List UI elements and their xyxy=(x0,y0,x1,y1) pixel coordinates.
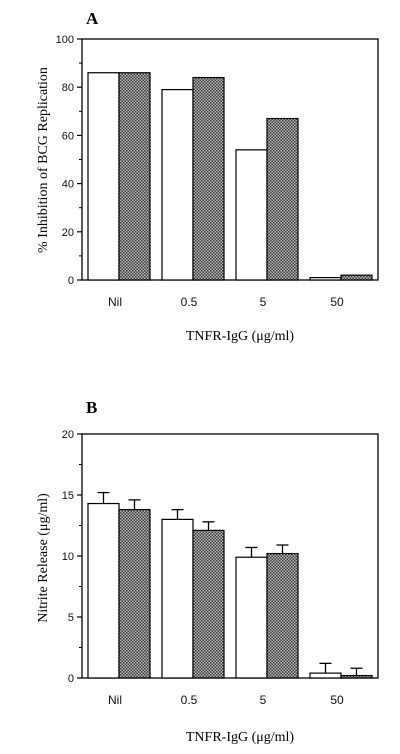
bar-a-series2 xyxy=(192,76,225,281)
x-tick-label-b: 50 xyxy=(330,693,344,707)
chart-panel-a: A % Inhibition of BCG Replication TNFR-I… xyxy=(36,9,379,344)
y-tick-label-a: 80 xyxy=(62,82,74,94)
bar-a-series2 xyxy=(118,72,151,281)
y-tick-label-b: 10 xyxy=(62,551,74,563)
bar-b-series1 xyxy=(87,502,120,679)
x-tick-label-a: 5 xyxy=(260,295,267,309)
chart-b-svg: B Nitrite Release (μg/ml) TNFR-IgG (μg/m… xyxy=(36,398,379,745)
chart-panel-b: B Nitrite Release (μg/ml) TNFR-IgG (μg/m… xyxy=(0,377,400,754)
x-tick-label-b: 5 xyxy=(260,693,267,707)
bar-b-series1 xyxy=(235,556,268,679)
bar-a-series1 xyxy=(161,89,194,281)
bar-b-series2 xyxy=(192,529,225,679)
bar-b-series1 xyxy=(309,672,342,679)
x-tick-label-b: 0.5 xyxy=(181,693,198,707)
bar-b-series2 xyxy=(340,674,373,679)
y-tick-label-a: 40 xyxy=(62,179,74,191)
x-tick-label-a: 0.5 xyxy=(181,295,198,309)
bar-b-series2 xyxy=(118,509,151,679)
y-tick-label-a: 100 xyxy=(56,34,74,46)
y-axis-label-a: % Inhibition of BCG Replication xyxy=(36,67,51,253)
chart-a-svg: A % Inhibition of BCG Replication TNFR-I… xyxy=(36,9,379,344)
y-tick-label-b: 20 xyxy=(62,429,74,441)
y-tick-label-a: 20 xyxy=(62,227,74,239)
x-tick-label-b: Nil xyxy=(108,693,122,707)
bar-a-series2 xyxy=(340,274,373,281)
x-axis-label-a: TNFR-IgG (μg/ml) xyxy=(186,329,295,344)
x-tick-label-a: Nil xyxy=(108,295,122,309)
bar-a-series2 xyxy=(266,117,299,281)
y-tick-label-b: 5 xyxy=(68,612,74,624)
y-tick-label-b: 15 xyxy=(62,490,74,502)
panel-label-a: A xyxy=(86,9,99,28)
bar-a-series1 xyxy=(87,72,120,281)
y-tick-label-b: 0 xyxy=(68,673,74,685)
bar-b-series1 xyxy=(161,518,194,679)
bar-a-series1 xyxy=(309,276,342,281)
x-axis-label-b: TNFR-IgG (μg/ml) xyxy=(186,730,295,745)
y-tick-label-a: 60 xyxy=(62,130,74,142)
panel-label-b: B xyxy=(86,398,97,417)
bar-a-series1 xyxy=(235,149,268,281)
bar-b-series2 xyxy=(266,552,299,679)
y-axis-label-b: Nitrite Release (μg/ml) xyxy=(36,493,51,623)
y-tick-label-a: 0 xyxy=(68,275,74,287)
x-tick-label-a: 50 xyxy=(330,295,344,309)
